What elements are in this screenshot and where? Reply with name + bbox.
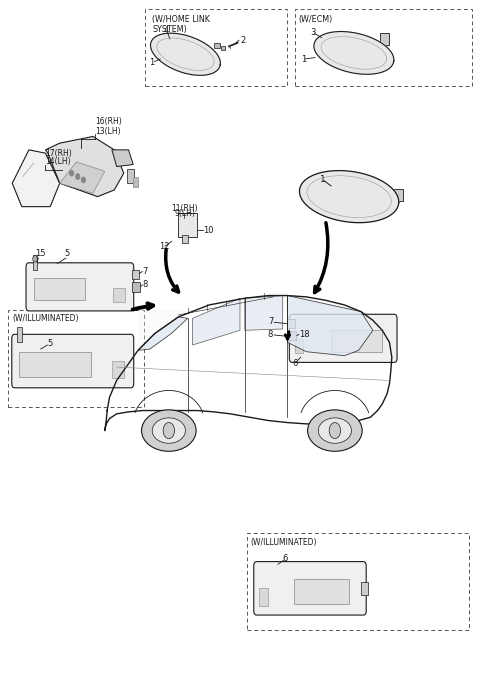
Circle shape [33,255,37,262]
Text: (W/HOME LINK
SYSTEM): (W/HOME LINK SYSTEM) [152,15,210,34]
FancyBboxPatch shape [26,263,134,311]
Ellipse shape [318,418,351,443]
Polygon shape [12,150,60,207]
Bar [221,46,225,51]
Bar [247,533,469,630]
Bar [132,282,140,292]
Polygon shape [112,150,133,166]
Text: 3: 3 [310,28,315,37]
Text: 14(LH): 14(LH) [46,157,71,166]
Ellipse shape [308,410,362,452]
Polygon shape [151,33,220,75]
Circle shape [329,423,341,439]
FancyBboxPatch shape [289,314,397,363]
Bar [19,352,92,377]
Bar [288,319,295,328]
Text: 7: 7 [143,267,148,276]
Bar [112,361,124,378]
Bar [133,177,138,187]
Polygon shape [245,296,283,330]
Bar [393,189,403,202]
Bar [295,9,472,86]
Bar [214,43,219,49]
Bar [127,168,134,183]
Bar [295,339,303,353]
Polygon shape [314,32,394,74]
Text: 13(LH): 13(LH) [96,127,121,135]
Circle shape [76,174,80,179]
Text: 17(RH): 17(RH) [46,149,72,158]
Bar [182,235,188,243]
Text: 2: 2 [240,36,245,44]
Text: 1: 1 [149,59,154,67]
Bar [33,255,37,270]
Circle shape [70,171,73,176]
Text: 1: 1 [301,55,306,64]
Bar [145,9,288,86]
Text: (W/ECM): (W/ECM) [298,15,332,24]
Text: 9(LH): 9(LH) [174,209,195,218]
Bar [259,588,267,606]
Text: 5: 5 [48,339,53,348]
Bar [112,288,125,301]
Ellipse shape [152,418,185,443]
Bar [294,580,349,605]
Polygon shape [288,296,373,356]
Bar [179,214,197,237]
Text: 12: 12 [159,242,170,251]
Bar [9,310,144,407]
Text: 8: 8 [143,280,148,289]
Text: 6: 6 [283,555,288,563]
Polygon shape [46,136,124,197]
Text: 10: 10 [203,226,214,235]
Text: 15: 15 [35,249,46,258]
Bar [331,330,382,352]
Circle shape [82,177,85,183]
Bar [17,327,22,342]
Bar [288,331,296,340]
FancyBboxPatch shape [12,334,134,388]
Polygon shape [138,317,188,350]
Bar [361,582,368,595]
Text: 8: 8 [268,330,273,339]
Text: 11(RH): 11(RH) [171,204,198,214]
Bar [132,270,139,279]
Text: 16(RH): 16(RH) [96,117,122,126]
Text: (W/ILLUMINATED): (W/ILLUMINATED) [12,313,79,323]
Circle shape [163,423,175,439]
FancyBboxPatch shape [254,561,366,615]
Ellipse shape [142,410,196,452]
Text: 18: 18 [300,330,310,339]
Polygon shape [192,298,240,345]
Polygon shape [60,162,105,193]
Polygon shape [300,171,399,222]
Text: 4: 4 [164,26,169,35]
Text: (W/ILLUMINATED): (W/ILLUMINATED) [251,538,317,547]
Text: 5: 5 [64,249,70,258]
Bar [34,278,84,300]
Text: 1: 1 [320,175,325,185]
Text: 7: 7 [268,317,273,326]
Bar [381,33,389,45]
Text: 6: 6 [292,359,298,368]
